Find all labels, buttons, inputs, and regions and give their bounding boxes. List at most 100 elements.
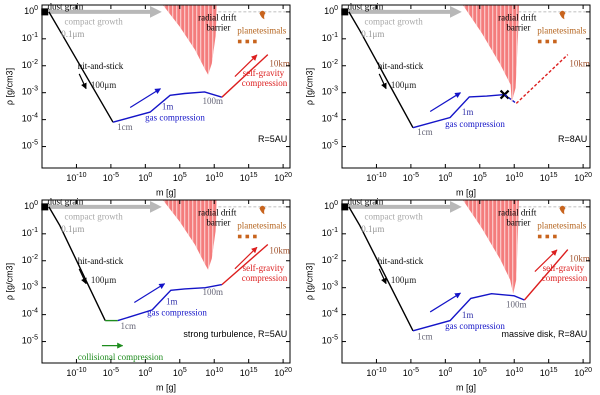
y-tick-label: 10-5	[22, 139, 38, 151]
tick-exponent: -2	[332, 254, 338, 261]
tick-base: 10	[366, 368, 376, 378]
tick-exponent: -3	[32, 281, 38, 288]
x-axis-label: m [g]	[156, 382, 176, 392]
tick-exponent: 0	[34, 200, 38, 207]
tick-base: 10	[322, 255, 332, 265]
line-2: compression	[242, 273, 288, 283]
size-label: 10km	[269, 245, 290, 255]
y-tick-label: 100	[324, 5, 338, 17]
tick-base: 10	[103, 173, 113, 183]
x-tick-label: 105	[173, 367, 187, 379]
planetesimal-icon	[553, 39, 557, 44]
panel: radial drift barrier compact growth hit-an…	[304, 196, 592, 392]
tick-exponent: 5	[483, 367, 487, 374]
y-tick-label: 100	[24, 5, 38, 17]
y-axis-label: ρ [g/cm3]	[304, 263, 314, 300]
line-2: barrier	[206, 218, 230, 228]
planetesimal-icon	[259, 10, 266, 20]
x-tick-label: 1015	[540, 367, 558, 379]
tick-exponent: 15	[250, 367, 258, 374]
tick-base: 10	[322, 309, 332, 319]
arrow	[378, 73, 387, 90]
series-label: gas compression	[445, 321, 505, 331]
tick-exponent: 15	[550, 367, 558, 374]
tick-base: 10	[574, 173, 584, 183]
size-label: 1cm	[117, 122, 133, 132]
arrow	[378, 268, 387, 285]
planetesimal-icon	[545, 234, 550, 239]
size-label: 1m	[462, 107, 474, 117]
series-label: hit-and-stick	[78, 61, 124, 71]
x-tick-label: 10-5	[103, 172, 119, 184]
tick-base: 10	[322, 228, 332, 238]
tick-exponent: -3	[32, 86, 38, 93]
line-2: compression	[542, 273, 588, 283]
size-label: 1m	[462, 310, 474, 320]
tick-exponent: -5	[332, 334, 338, 341]
x-tick-label: 100	[438, 367, 452, 379]
tick-base: 10	[66, 368, 76, 378]
plot-frame	[41, 4, 291, 169]
planetesimal-icon	[245, 39, 250, 44]
tick-exponent: -5	[113, 367, 119, 374]
size-label: 1m	[166, 297, 178, 307]
y-tick-label: 10-4	[22, 307, 38, 319]
barrier-hatch	[462, 5, 519, 102]
tick-base: 10	[240, 173, 250, 183]
tick-base: 10	[403, 173, 413, 183]
y-tick-label: 100	[324, 200, 338, 212]
tick-base: 10	[22, 309, 32, 319]
y-tick-label: 10-5	[322, 334, 338, 346]
tick-exponent: -10	[376, 172, 386, 179]
planetesimal-icon	[545, 39, 550, 44]
tick-exponent: -4	[332, 112, 338, 119]
panel: radial drift barrier compact growth hit-an…	[304, 1, 592, 197]
series-label: compact growth	[365, 212, 424, 222]
barrier-label: radial drift barrier	[498, 208, 538, 228]
line-2: barrier	[206, 23, 230, 33]
series-line	[48, 11, 114, 123]
tick-exponent: 10	[215, 172, 223, 179]
series-line	[523, 249, 569, 301]
y-tick-label: 10-3	[22, 86, 38, 98]
tick-exponent: 5	[183, 172, 187, 179]
size-label: 10km	[269, 58, 290, 68]
x-tick-label: 1010	[205, 367, 223, 379]
x-tick-label: 10-10	[66, 367, 86, 379]
y-axis-label: ρ [g/cm3]	[304, 68, 314, 105]
size-label: 1m	[162, 102, 174, 112]
tick-base: 10	[322, 336, 332, 346]
series-line	[221, 54, 269, 98]
barrier-label: radial drift barrier	[198, 13, 238, 33]
tick-base: 10	[540, 173, 550, 183]
tick-base: 10	[22, 282, 32, 292]
tick-exponent: 20	[584, 367, 592, 374]
line-2: barrier	[506, 218, 530, 228]
tick-exponent: 0	[448, 172, 452, 179]
tick-base: 10	[205, 368, 215, 378]
line-2: barrier	[506, 23, 530, 33]
tick-exponent: 0	[448, 367, 452, 374]
x-tick-label: 1020	[574, 172, 592, 184]
x-tick-label: 105	[473, 172, 487, 184]
tick-exponent: 20	[284, 172, 292, 179]
annotation: planetesimals	[237, 25, 286, 35]
planetesimal-icon	[259, 205, 266, 215]
tick-base: 10	[366, 173, 376, 183]
y-tick-label: 10-4	[322, 307, 338, 319]
barrier-label: radial drift barrier	[498, 13, 538, 33]
x-tick-label: 105	[473, 367, 487, 379]
tick-base: 10	[403, 368, 413, 378]
series-label: gas compression	[147, 307, 207, 317]
series-line	[504, 94, 517, 104]
planetesimal-icon	[237, 234, 242, 239]
size-label: 1cm	[121, 321, 136, 331]
y-tick-label: 10-1	[22, 32, 38, 44]
y-axis-label: ρ [g/cm3]	[4, 263, 14, 300]
line-1: radial drift	[198, 13, 238, 23]
barrier-hatch	[162, 200, 217, 270]
tick-exponent: 0	[334, 200, 338, 207]
tick-base: 10	[438, 368, 448, 378]
panel: radial drift barrier compact growth hit-an…	[4, 196, 292, 392]
tick-base: 10	[505, 368, 515, 378]
